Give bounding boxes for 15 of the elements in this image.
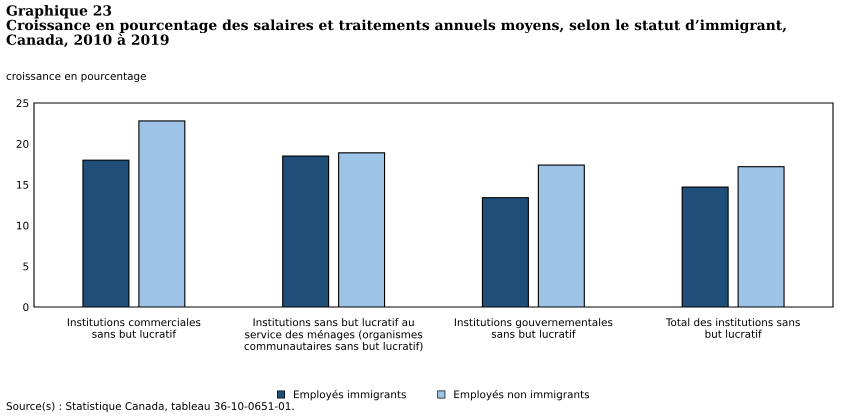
y-tick-label: 25: [16, 99, 28, 108]
x-tick-label: Institutions sans but lucratif au service des ménages (organismes communautaires sans but lucratif): [244, 318, 422, 352]
y-tick-label: 20: [16, 140, 28, 148]
source-note: Source(s) : Statistique Canada, tableau 36-10-0651-01.: [6, 402, 294, 412]
y-tick-label: 0: [23, 303, 28, 312]
x-tick-label: Total des institutions sans but lucratif: [666, 318, 800, 338]
y-tick-label: 15: [17, 180, 28, 189]
y-tick-label: 10: [17, 222, 28, 230]
x-tick-label: Institutions commerciales sans but lucratif: [68, 318, 200, 338]
x-tick-label: Institutions gouvernementales sans but lucratif: [454, 318, 612, 338]
legend-label: Employés immigrants: [294, 390, 406, 400]
chart-title: Graphique 23 Croissance en pourcentage des salaires et traitements annuels moyens, selon le statut d’immigrant, Canada, 2010 à 2019: [6, 5, 786, 48]
y-tick-label: 5: [23, 262, 28, 270]
legend-label: Employés non immigrants: [454, 390, 590, 400]
y-axis-title: croissance en pourcentage: [6, 72, 146, 82]
